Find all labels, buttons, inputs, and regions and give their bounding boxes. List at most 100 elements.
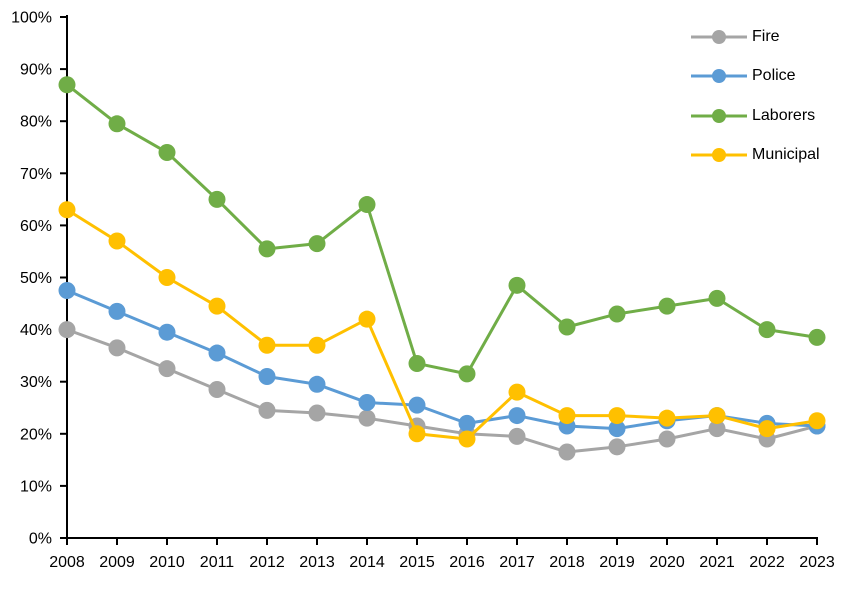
- y-axis-label: 50%: [20, 270, 52, 287]
- legend-item-fire: Fire: [691, 17, 820, 57]
- x-axis-label: 2017: [499, 554, 535, 571]
- data-point-police-2011: [208, 344, 226, 362]
- data-point-fire-2013: [308, 404, 326, 422]
- data-point-laborers-2014: [358, 196, 376, 214]
- legend-label-laborers: Laborers: [752, 106, 816, 124]
- data-point-laborers-2015: [408, 354, 426, 372]
- data-point-municipal-2020: [658, 409, 676, 427]
- data-point-municipal-2021: [708, 407, 726, 425]
- y-axis-label: 60%: [20, 218, 52, 235]
- data-point-municipal-2018: [558, 407, 576, 425]
- x-axis-label: 2020: [649, 554, 685, 571]
- data-point-police-2019: [608, 420, 626, 438]
- x-axis-label: 2015: [399, 554, 435, 571]
- y-axis-label: 20%: [20, 426, 52, 443]
- data-point-municipal-2016: [458, 430, 476, 448]
- series-line-fire: [65, 328, 819, 454]
- data-point-laborers-2010: [158, 143, 176, 161]
- legend-label-municipal: Municipal: [752, 146, 820, 164]
- x-axis-label: 2021: [699, 554, 735, 571]
- x-axis-label: 2009: [99, 554, 135, 571]
- x-axis-label: 2022: [749, 554, 785, 571]
- data-point-fire-2018: [558, 443, 576, 461]
- data-point-fire-2010: [158, 360, 176, 378]
- data-point-municipal-2010: [158, 269, 176, 286]
- x-axis-label: 2016: [449, 554, 485, 571]
- data-point-fire-2014: [358, 409, 376, 427]
- legend-swatch-fire: [691, 29, 747, 44]
- data-point-fire-2008: [58, 321, 76, 339]
- data-point-laborers-2016: [458, 365, 476, 383]
- x-axis-label: 2018: [549, 554, 585, 571]
- legend-item-laborers: Laborers: [691, 96, 820, 136]
- data-point-municipal-2011: [208, 297, 226, 315]
- y-axis-label: 90%: [20, 62, 52, 79]
- data-point-police-2015: [408, 396, 426, 414]
- legend-swatch-police: [691, 69, 747, 84]
- data-point-fire-2011: [208, 381, 226, 399]
- data-point-municipal-2009: [108, 232, 126, 250]
- data-point-fire-2019: [608, 438, 626, 456]
- data-point-laborers-2021: [708, 289, 726, 307]
- data-point-municipal-2022: [758, 420, 776, 438]
- data-point-municipal-2008: [58, 201, 76, 219]
- data-point-municipal-2013: [308, 336, 326, 354]
- data-point-laborers-2009: [108, 115, 126, 133]
- data-point-municipal-2019: [608, 407, 626, 425]
- legend-label-police: Police: [752, 67, 796, 85]
- data-point-police-2010: [158, 323, 176, 341]
- data-point-municipal-2017: [508, 383, 526, 401]
- data-point-police-2012: [258, 367, 276, 385]
- y-axis-label: 40%: [20, 322, 52, 339]
- x-axis-label: 2011: [200, 554, 235, 571]
- y-axis-label: 100%: [11, 10, 52, 27]
- x-axis-label: 2010: [149, 554, 185, 571]
- legend-item-police: Police: [691, 57, 820, 97]
- data-point-police-2014: [358, 394, 376, 412]
- data-point-laborers-2011: [208, 190, 226, 208]
- data-point-fire-2021: [708, 420, 726, 438]
- data-point-laborers-2008: [58, 76, 76, 94]
- legend-marker-icon: [712, 69, 726, 84]
- data-point-laborers-2023: [808, 328, 826, 346]
- data-point-laborers-2022: [758, 321, 776, 339]
- series-line-laborers: [65, 83, 819, 376]
- legend: Fire Police Laborers Municipal: [691, 17, 820, 175]
- data-point-fire-2017: [508, 427, 526, 445]
- legend-swatch-municipal: [691, 148, 747, 163]
- x-axis-label: 2019: [599, 554, 635, 571]
- legend-label-fire: Fire: [752, 27, 780, 45]
- legend-marker-icon: [712, 148, 726, 163]
- data-point-laborers-2019: [608, 305, 626, 323]
- legend-item-municipal: Municipal: [691, 136, 820, 176]
- data-point-laborers-2020: [658, 297, 676, 315]
- y-axis-label: 80%: [20, 114, 52, 131]
- data-point-municipal-2015: [408, 425, 426, 443]
- data-point-fire-2009: [108, 339, 126, 357]
- data-point-police-2009: [108, 302, 126, 320]
- data-point-fire-2020: [658, 430, 676, 448]
- data-point-police-2008: [58, 282, 76, 300]
- data-point-municipal-2012: [258, 336, 276, 354]
- data-point-laborers-2018: [558, 318, 576, 336]
- x-axis-label: 2023: [799, 554, 835, 571]
- legend-marker-icon: [712, 108, 726, 123]
- data-point-police-2016: [458, 414, 476, 432]
- x-axis-label: 2013: [299, 554, 335, 571]
- series-line-municipal: [65, 208, 819, 441]
- data-point-police-2013: [308, 375, 326, 393]
- y-axis-label: 30%: [20, 374, 52, 391]
- data-point-laborers-2013: [308, 235, 326, 253]
- x-axis-label: 2014: [349, 554, 385, 571]
- y-axis-label: 10%: [20, 478, 52, 495]
- series-line-police: [65, 289, 819, 431]
- data-point-municipal-2014: [358, 310, 376, 328]
- y-axis-label: 0%: [29, 531, 52, 548]
- legend-swatch-laborers: [691, 108, 747, 123]
- legend-marker-icon: [712, 29, 726, 44]
- data-point-laborers-2017: [508, 276, 526, 294]
- y-axis-label: 70%: [20, 166, 52, 183]
- data-point-fire-2012: [258, 401, 276, 419]
